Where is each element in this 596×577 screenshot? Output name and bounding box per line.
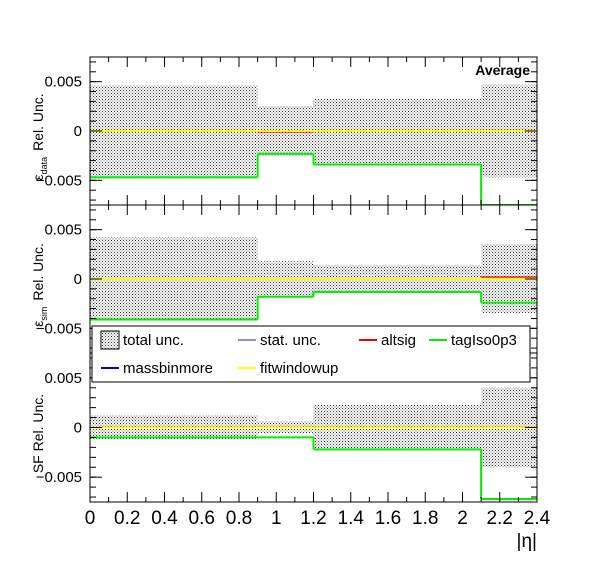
annotation-layer: Average <box>475 62 530 78</box>
y-axis-main: Rel. Unc. <box>30 243 46 301</box>
legend-total-label: total unc. <box>123 332 184 349</box>
x-axis-label: |η| <box>517 531 537 552</box>
legend-massbinmore-label: massbinmore <box>123 360 213 377</box>
legend-box <box>91 325 531 383</box>
x-tick-label: 0.2 <box>114 508 140 529</box>
y-tick-label: 0.005 <box>44 74 82 91</box>
y-tick-label: 0 <box>74 420 82 437</box>
x-tick-label: 1.4 <box>338 508 365 529</box>
legend-tagIso0p3-label: tagIso0p3 <box>451 332 517 349</box>
y-tick-label: −0.005 <box>36 172 82 189</box>
x-tick-label: 0.4 <box>151 508 178 529</box>
x-tick-label: 1.8 <box>412 508 438 529</box>
y-axis-label: εsim Rel. Unc. <box>30 243 49 327</box>
y-tick-label: 0.005 <box>44 222 82 239</box>
x-tick-label: 2.4 <box>524 508 551 529</box>
x-tick-label: 0.6 <box>189 508 215 529</box>
y-axis-label: SF Rel. Unc. <box>30 394 46 473</box>
x-tick-label: 1 <box>271 508 282 529</box>
legend-fitwindowup-label: fitwindowup <box>260 360 338 377</box>
y-axis-subscript: sim <box>39 307 49 321</box>
legend: total unc. stat. unc. altsig tagIso0p3 massb… <box>91 325 531 383</box>
y-axis-main: Rel. Unc. <box>30 93 46 151</box>
y-tick-label: −0.005 <box>36 320 82 337</box>
x-tick-labels: 0 0.2 0.4 0.6 0.8 1 1.2 1.4 1.6 1.8 2 2.2 2.4 <box>85 508 551 529</box>
legend-total-swatch <box>100 330 120 350</box>
annotation-average: Average <box>475 62 530 78</box>
y-axis-epsilon: ε <box>30 321 46 327</box>
y-tick-label: 0 <box>74 271 82 288</box>
x-tick-label: 0 <box>85 508 96 529</box>
x-tick-label: 1.2 <box>300 508 326 529</box>
y-axis-epsilon: ε <box>30 174 46 180</box>
x-tick-label: 2.2 <box>487 508 513 529</box>
y-axis-label: εdata Rel. Unc. <box>30 93 49 180</box>
y-tick-label: 0 <box>74 123 82 140</box>
legend-altsig-label: altsig <box>381 332 416 349</box>
y-tick-label: 0.005 <box>44 370 82 387</box>
y-tick-label: −0.005 <box>36 469 82 486</box>
x-tick-label: 2 <box>457 508 468 529</box>
x-tick-label: 0.8 <box>226 508 252 529</box>
legend-stat-label: stat. unc. <box>260 332 321 349</box>
x-tick-label: 1.6 <box>375 508 401 529</box>
y-axis-subscript: data <box>39 157 49 175</box>
